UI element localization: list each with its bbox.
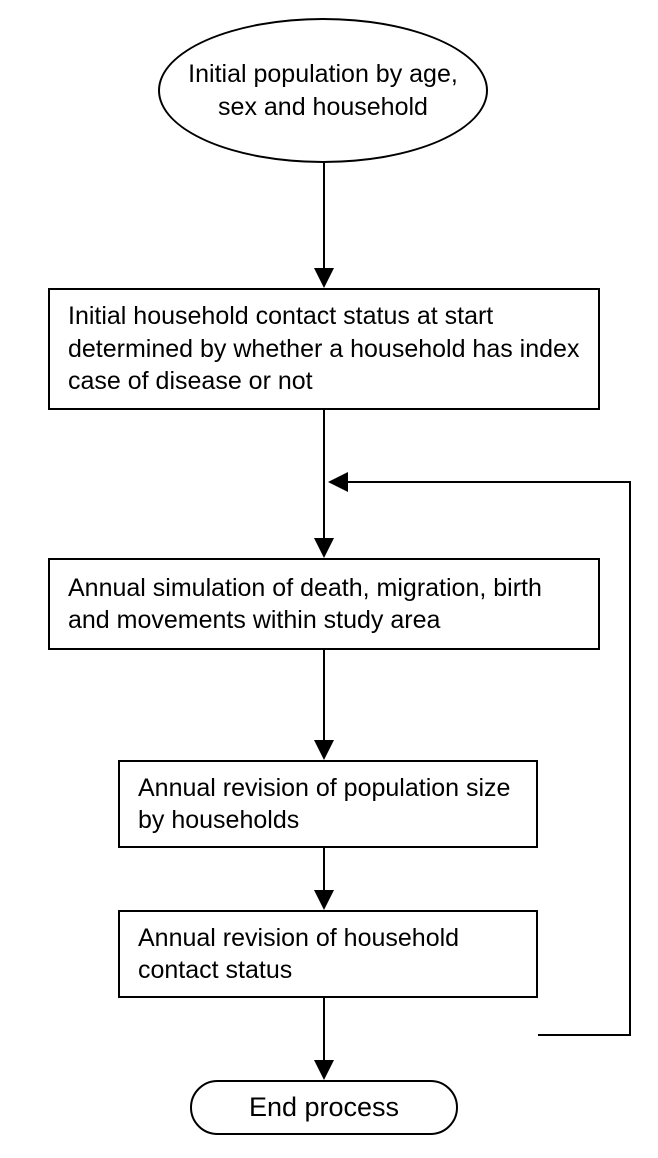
step2-node-text: Annual simulation of death, migration, b… [68,572,580,637]
step3-node: Annual revision of population size by ho… [118,760,538,848]
step4-node: Annual revision of household contact sta… [118,910,538,998]
step1-node-text: Initial household contact status at star… [68,300,580,398]
end-node-text: End process [249,1090,399,1125]
step3-node-text: Annual revision of population size by ho… [138,772,518,837]
step4-node-text: Annual revision of household contact sta… [138,922,518,987]
end-node: End process [190,1080,458,1135]
step1-node: Initial household contact status at star… [48,288,600,410]
start-node: Initial population by age, sex and house… [158,18,488,163]
flowchart-container: Initial population by age, sex and house… [0,0,658,1158]
start-node-text: Initial population by age, sex and house… [170,58,476,123]
step2-node: Annual simulation of death, migration, b… [48,558,600,650]
